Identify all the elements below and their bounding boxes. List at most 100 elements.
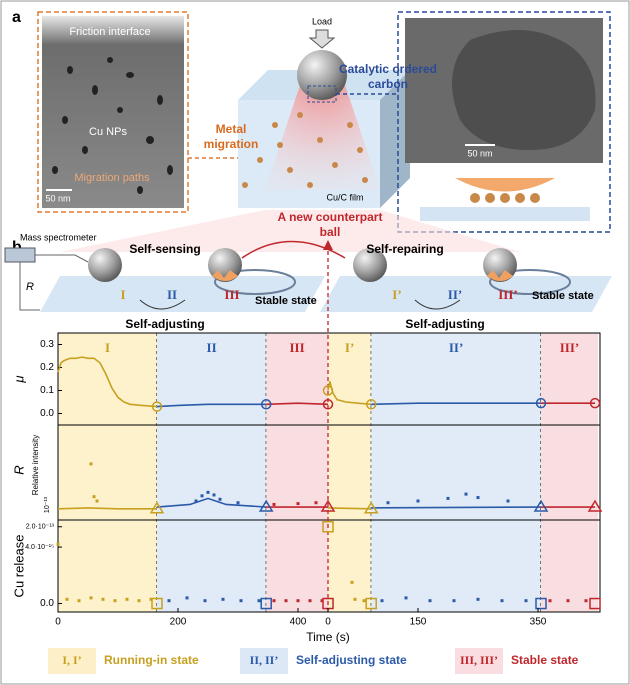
y-tick-label: 0.2 xyxy=(40,362,54,373)
y-tick-label: 0.3 xyxy=(40,339,54,350)
data-point xyxy=(149,597,153,601)
new-ball-label: A new counterpart ball xyxy=(277,210,383,239)
data-point xyxy=(203,599,207,603)
data-line xyxy=(57,356,158,408)
wire xyxy=(35,254,89,263)
stage-label: III’ xyxy=(498,287,518,302)
data-point xyxy=(272,599,276,603)
data-point xyxy=(113,599,117,603)
ball xyxy=(297,50,347,100)
stage-name: III’ xyxy=(560,340,580,355)
data-point xyxy=(524,599,528,603)
data-line xyxy=(327,381,372,406)
y-axis-unit: 10⁻¹³ xyxy=(44,496,51,513)
data-point xyxy=(185,596,189,600)
zoom-fan xyxy=(60,210,520,252)
step-label: Self-repairing xyxy=(366,242,443,256)
step-label: Self-sensing xyxy=(129,242,200,256)
data-line xyxy=(371,506,542,509)
data-line xyxy=(156,403,267,408)
legend-name: Stable state xyxy=(511,653,579,667)
data-point xyxy=(89,596,93,600)
state-label: Stable state xyxy=(532,290,594,302)
stage-region xyxy=(157,333,267,612)
stage-marker xyxy=(151,401,163,412)
data-point xyxy=(452,599,456,603)
data-point xyxy=(350,580,354,584)
data-point xyxy=(566,599,570,603)
data-point xyxy=(194,499,198,503)
data-point xyxy=(416,499,420,503)
film-strip xyxy=(320,276,612,312)
y-axis-sublabel: Relative intensity xyxy=(31,435,40,495)
data-point xyxy=(296,599,300,603)
data-point xyxy=(476,597,480,601)
carbon-cluster xyxy=(452,30,596,150)
stage-marker xyxy=(589,597,601,610)
panel-label: a xyxy=(12,9,21,26)
stage-label: II’ xyxy=(448,287,462,302)
stage-label: II xyxy=(167,287,177,302)
stage-region xyxy=(541,333,598,612)
arrow xyxy=(414,299,461,310)
stage-marker xyxy=(322,385,334,396)
data-point xyxy=(257,599,261,603)
data-point xyxy=(314,501,318,505)
inset-frame xyxy=(37,11,189,213)
step-label: Self-adjusting xyxy=(405,317,484,331)
data-point xyxy=(218,497,222,501)
data-point xyxy=(239,599,243,603)
stage-name: II xyxy=(207,340,217,355)
transfer-layer xyxy=(212,270,238,281)
y-tick-label: 4.0·10⁻¹⁵ xyxy=(25,544,54,551)
stage-marker xyxy=(320,499,336,512)
step-label: Self-adjusting xyxy=(125,317,204,331)
stage-marker xyxy=(587,499,603,512)
tem-label: Friction interface xyxy=(69,26,150,38)
data-point xyxy=(500,599,504,603)
x-tick-label: 0 xyxy=(55,617,61,628)
data-point xyxy=(95,499,99,503)
stage-region xyxy=(371,333,541,612)
cu-particles xyxy=(470,193,540,203)
film-strip xyxy=(40,276,325,312)
data-point xyxy=(506,499,510,503)
panel-frame xyxy=(57,519,601,613)
x-tick-label: 400 xyxy=(290,617,307,628)
stage-name: I’ xyxy=(345,340,354,355)
ball xyxy=(88,248,122,282)
stage-marker xyxy=(260,399,272,410)
data-point xyxy=(380,599,384,603)
state-label: Stable state xyxy=(255,295,317,307)
data-point xyxy=(125,597,129,601)
data-point xyxy=(221,597,225,601)
data-point xyxy=(77,599,81,603)
data-point xyxy=(428,599,432,603)
tem-label: Migration paths xyxy=(74,172,150,184)
x-tick-label: 350 xyxy=(530,617,547,628)
tem-label: Cu NPs xyxy=(89,126,127,138)
cu-particles xyxy=(242,112,368,188)
data-point xyxy=(206,490,210,494)
stage-marker xyxy=(589,397,601,409)
stage-label: III xyxy=(224,287,239,302)
x-axis-label: Time (s) xyxy=(306,630,350,644)
data-point xyxy=(236,501,240,505)
load-arrow xyxy=(308,29,336,49)
stage-name: III xyxy=(290,340,305,355)
data-line xyxy=(371,402,541,406)
data-point xyxy=(404,596,408,600)
metal-migration-label: Metal migration xyxy=(203,122,259,151)
legend-box xyxy=(455,648,503,674)
y-tick-label: 2.0·10⁻¹³ xyxy=(26,524,55,531)
data-point xyxy=(362,599,366,603)
data-point xyxy=(446,496,450,500)
data-point xyxy=(92,495,96,499)
data-point xyxy=(272,502,276,506)
data-point xyxy=(89,462,93,466)
x-tick-label: 0 xyxy=(325,617,331,628)
